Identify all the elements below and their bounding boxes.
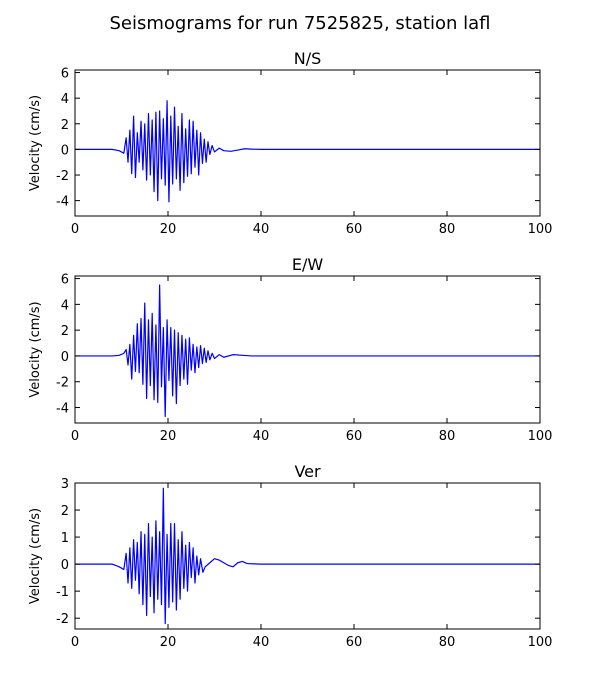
x-tick-label: 60: [346, 635, 363, 650]
y-tick-label: -4: [56, 402, 69, 417]
y-axis-label: Velocity (cm/s): [28, 508, 43, 604]
y-tick-label: 1: [61, 531, 69, 546]
panel-2: Ver Velocity (cm/s) 0 20 40 60 80 100 -2 -1 0 1 2 3: [28, 462, 552, 650]
x-tick-label: 20: [160, 635, 177, 650]
y-tick-label: 0: [61, 350, 69, 365]
y-axis-label: Velocity (cm/s): [28, 301, 43, 397]
y-tick-label: 4: [61, 92, 69, 107]
y-tick-label: 0: [61, 558, 69, 573]
y-tick-label: 4: [61, 298, 69, 313]
y-tick-label: -4: [56, 195, 69, 210]
x-tick-label: 40: [253, 222, 270, 237]
x-tick-label: 80: [439, 222, 456, 237]
x-tick-label: 100: [528, 429, 553, 444]
y-tick-label: 2: [61, 324, 69, 339]
x-tick-label: 0: [71, 429, 79, 444]
y-tick-label: -1: [56, 585, 69, 600]
y-tick-label: 2: [61, 504, 69, 519]
y-tick-label: 3: [61, 477, 69, 492]
x-tick-label: 60: [346, 429, 363, 444]
x-tick-label: 60: [346, 222, 363, 237]
series-line: [75, 100, 540, 203]
y-tick-label: -2: [56, 376, 69, 391]
x-tick-label: 20: [160, 429, 177, 444]
x-tick-label: 80: [439, 429, 456, 444]
x-tick-label: 100: [528, 635, 553, 650]
series-line: [75, 487, 540, 625]
panel-1: E/W Velocity (cm/s) 0 20 40 60 80 100 -4 -2 0 2 4 6: [28, 255, 552, 444]
y-tick-label: -2: [56, 169, 69, 184]
figure-title: Seismograms for run 7525825, station laf…: [110, 13, 491, 34]
x-tick-label: 0: [71, 635, 79, 650]
panel-title: N/S: [294, 49, 322, 68]
y-tick-label: -2: [56, 612, 69, 627]
panel-title: Ver: [294, 462, 321, 481]
y-tick-label: 2: [61, 118, 69, 133]
series-line: [75, 284, 540, 418]
axes-frame: [74, 275, 541, 424]
x-tick-label: 40: [253, 429, 270, 444]
y-tick-label: 0: [61, 143, 69, 158]
panel-title: E/W: [292, 255, 324, 274]
y-axis-label: Velocity (cm/s): [28, 95, 43, 191]
x-tick-label: 20: [160, 222, 177, 237]
x-tick-label: 0: [71, 222, 79, 237]
y-tick-label: 6: [61, 273, 69, 288]
axes-frame: [74, 482, 541, 630]
axes-frame: [74, 69, 541, 217]
panel-0: N/S Velocity (cm/s) 0 20 40 60 80 100 -4 -2 0 2 4 6: [28, 49, 552, 237]
y-tick-label: 6: [61, 67, 69, 82]
x-tick-label: 100: [528, 222, 553, 237]
x-tick-label: 40: [253, 635, 270, 650]
x-tick-label: 80: [439, 635, 456, 650]
